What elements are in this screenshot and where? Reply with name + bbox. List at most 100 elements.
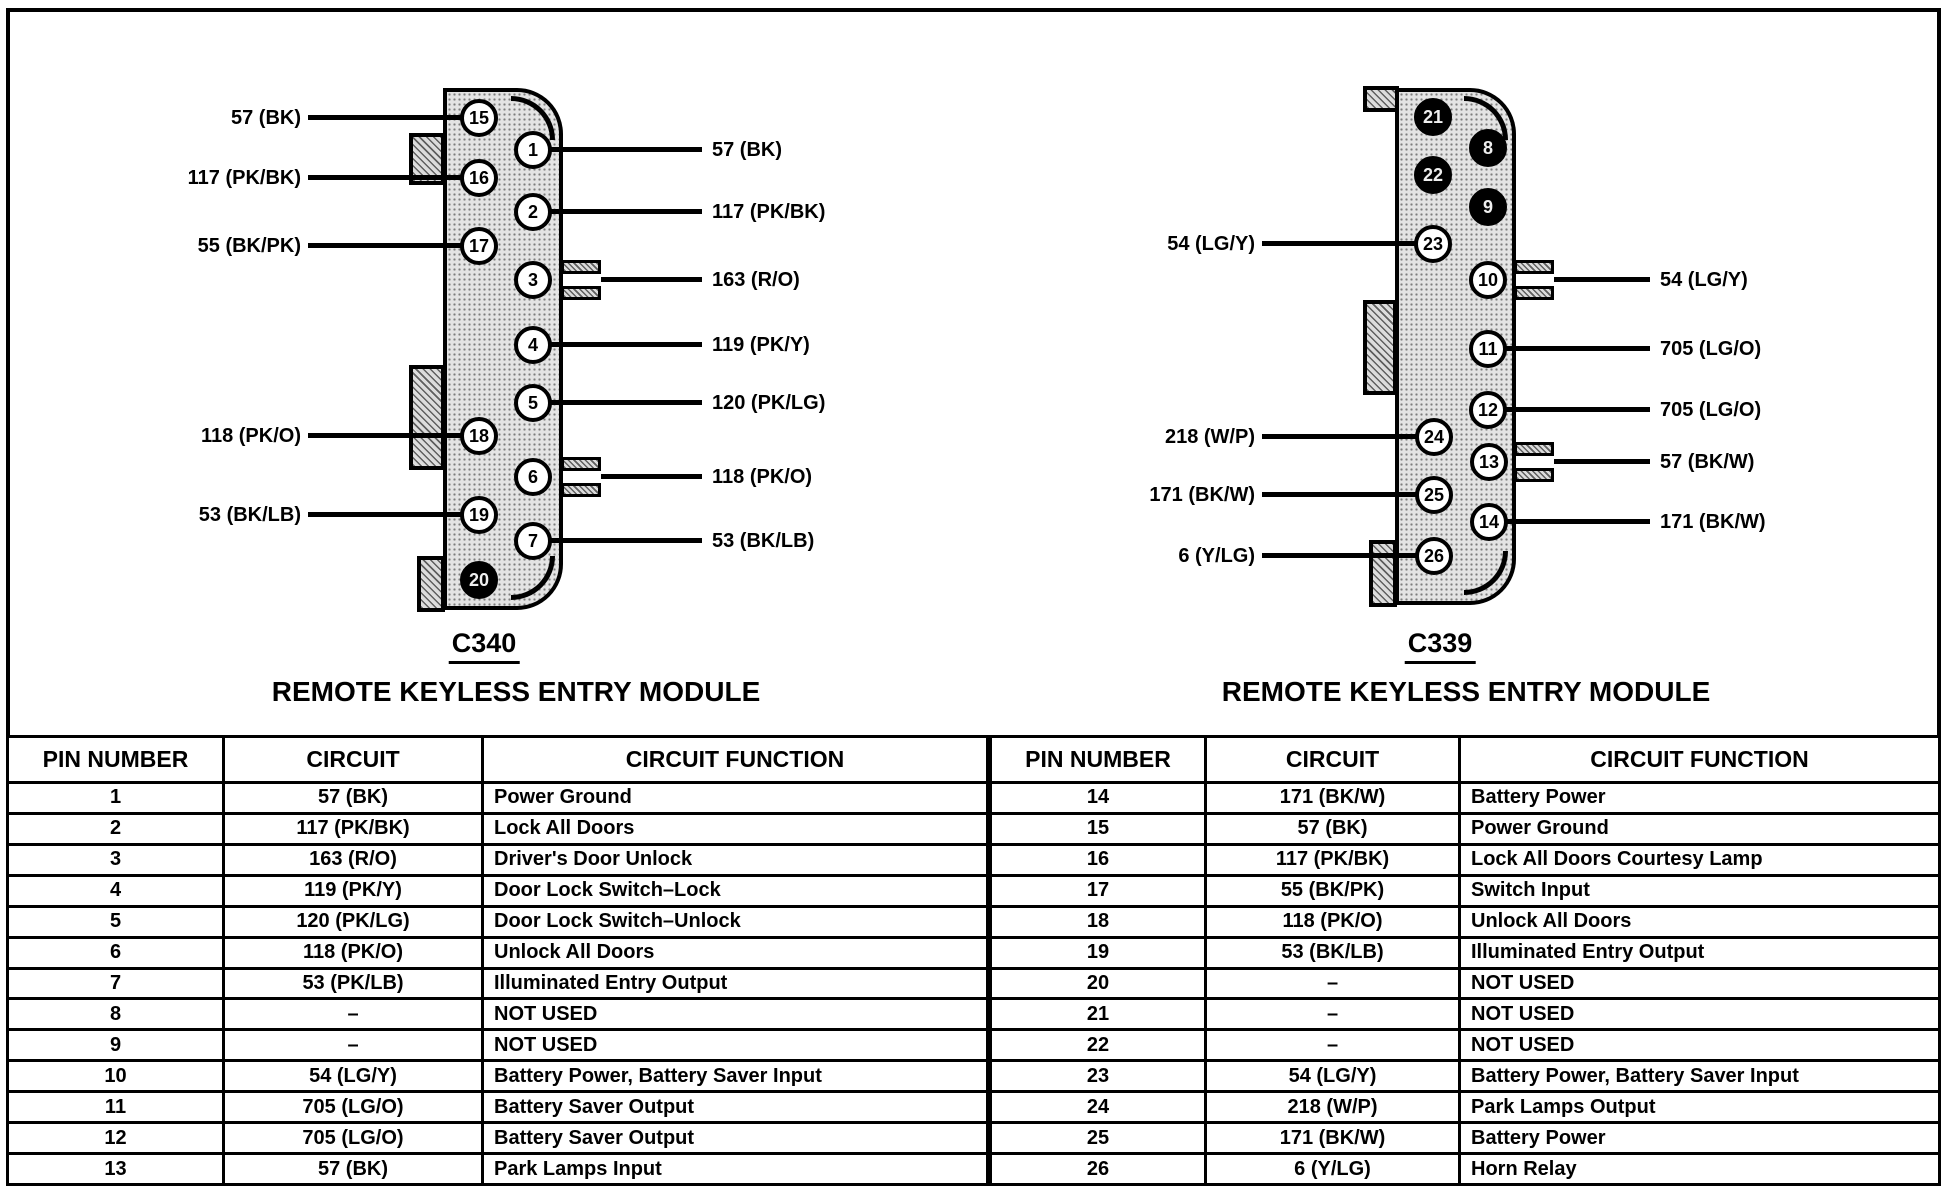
circuit-cell: 705 (LG/O) bbox=[222, 1121, 484, 1156]
circuit-cell: 705 (LG/O) bbox=[222, 1090, 484, 1125]
pin-row: 14 171 (BK/W) Battery Power bbox=[989, 781, 1941, 815]
wire-leader-pin-17 bbox=[308, 243, 461, 248]
circuit-cell: 163 (R/O) bbox=[222, 842, 484, 877]
wire-leader-pin-24 bbox=[1262, 434, 1416, 439]
pin-row: 8– NOT USED bbox=[6, 997, 989, 1032]
circuit-cell: 119 (PK/Y) bbox=[222, 873, 484, 908]
pin-row: 11 705 (LG/O) Battery Saver Output bbox=[6, 1090, 989, 1125]
circuit-cell: 120 (PK/LG) bbox=[222, 904, 484, 939]
pin-22: 22 bbox=[1414, 156, 1452, 194]
circuit-function-cell: Illuminated Entry Output bbox=[1458, 935, 1941, 970]
pin-number-cell: 17 bbox=[989, 873, 1207, 908]
pin-row: 4 119 (PK/Y) Door Lock Switch–Lock bbox=[6, 873, 989, 908]
pin-row: 25 171 (BK/W) Battery Power bbox=[989, 1121, 1941, 1156]
pin-number-cell: 18 bbox=[989, 904, 1207, 939]
circuit-function-cell: Illuminated Entry Output bbox=[481, 966, 989, 1001]
pin-6-terminal-tab bbox=[561, 457, 601, 497]
pin-7: 7 bbox=[514, 522, 552, 560]
circuit-cell: 171 (BK/W) bbox=[1204, 1121, 1461, 1156]
pin-1: 1 bbox=[514, 131, 552, 169]
pin-number-cell: 7 bbox=[6, 966, 225, 1001]
circuit-function-cell: NOT USED bbox=[1458, 997, 1941, 1032]
wire-label-pin-15: 57 (BK) bbox=[230, 107, 301, 129]
pin-14: 14 bbox=[1470, 503, 1508, 541]
circuit-function-cell: Battery Power, Battery Saver Input bbox=[1458, 1059, 1941, 1094]
pin-row: 16 117 (PK/BK) Lock All Doors Courtesy Lam… bbox=[989, 842, 1941, 877]
pin-row: 20– NOT USED bbox=[989, 966, 1941, 1001]
connector-c339-id-text: C339 bbox=[1404, 628, 1476, 664]
wire-leader-pin-16 bbox=[308, 175, 461, 180]
circuit-cell: 54 (LG/Y) bbox=[1204, 1059, 1461, 1094]
pin-21: 21 bbox=[1414, 98, 1452, 136]
pin-row: 18 118 (PK/O) Unlock All Doors bbox=[989, 904, 1941, 939]
pin-10-terminal-tab bbox=[1514, 260, 1554, 300]
pin-row: 3 163 (R/O) Driver's Door Unlock bbox=[6, 842, 989, 877]
column-header: CIRCUIT FUNCTION bbox=[1458, 735, 1941, 784]
pin-number-cell: 14 bbox=[989, 781, 1207, 815]
pin-row: 22– NOT USED bbox=[989, 1028, 1941, 1063]
circuit-cell: 171 (BK/W) bbox=[1204, 781, 1461, 815]
wire-leader-pin-18 bbox=[308, 433, 461, 438]
connector-c339-side-tab bbox=[1369, 540, 1397, 607]
circuit-cell: 118 (PK/O) bbox=[1204, 904, 1461, 939]
circuit-cell: 55 (BK/PK) bbox=[1204, 873, 1461, 908]
pin-15: 15 bbox=[460, 99, 498, 137]
connector-c339-side-tab bbox=[1363, 300, 1397, 395]
pin-2: 2 bbox=[514, 193, 552, 231]
wire-leader-pin-12 bbox=[1506, 407, 1650, 412]
column-header: CIRCUIT FUNCTION bbox=[481, 735, 989, 784]
pin-row: 10 54 (LG/Y) Battery Power, Battery Saver … bbox=[6, 1059, 989, 1094]
pin-number-cell: 6 bbox=[6, 935, 225, 970]
pin-row: 24 218 (W/P) Park Lamps Output bbox=[989, 1090, 1941, 1125]
pin-row: 19 53 (BK/LB) Illuminated Entry Output bbox=[989, 935, 1941, 970]
wire-label-pin-1: 57 (BK) bbox=[712, 139, 783, 161]
circuit-function-cell: Lock All Doors bbox=[481, 811, 989, 846]
pin-24: 24 bbox=[1415, 418, 1453, 456]
header-row: PIN NUMBER CIRCUIT CIRCUIT FUNCTION bbox=[6, 735, 989, 784]
pin-number-cell: 15 bbox=[989, 811, 1207, 846]
pin-number-cell: 11 bbox=[6, 1090, 225, 1125]
circuit-cell: – bbox=[222, 997, 484, 1032]
wire-label-pin-13: 57 (BK/W) bbox=[1660, 451, 1755, 473]
circuit-function-cell: Unlock All Doors bbox=[481, 935, 989, 970]
circuit-cell: – bbox=[1204, 966, 1461, 1001]
connector-c340-id-label: C340 bbox=[448, 628, 520, 664]
pin-row: 9– NOT USED bbox=[6, 1028, 989, 1063]
circuit-function-cell: Power Ground bbox=[1458, 811, 1941, 846]
wire-label-pin-18: 118 (PK/O) bbox=[200, 425, 301, 447]
terminal-tab-bar bbox=[561, 483, 601, 497]
wire-leader-pin-7 bbox=[551, 538, 702, 543]
circuit-function-cell: Unlock All Doors bbox=[1458, 904, 1941, 939]
pin-3: 3 bbox=[514, 261, 552, 299]
pin-19: 19 bbox=[460, 496, 498, 534]
column-header: CIRCUIT bbox=[222, 735, 484, 784]
column-header: PIN NUMBER bbox=[989, 735, 1207, 784]
pin-number-cell: 9 bbox=[6, 1028, 225, 1063]
pin-table-c340: PIN NUMBER CIRCUIT CIRCUIT FUNCTION 1 57 (BK… bbox=[6, 735, 989, 1186]
circuit-cell: 118 (PK/O) bbox=[222, 935, 484, 970]
connector-c340-id-text: C340 bbox=[448, 628, 520, 664]
pin-number-cell: 5 bbox=[6, 904, 225, 939]
wire-label-pin-7: 53 (BK/LB) bbox=[712, 530, 815, 552]
wire-label-pin-11: 705 (LG/O) bbox=[1660, 338, 1762, 360]
wire-label-pin-2: 117 (PK/BK) bbox=[712, 201, 826, 223]
pin-number-cell: 2 bbox=[6, 811, 225, 846]
pin-number-cell: 8 bbox=[6, 997, 225, 1032]
wire-leader-pin-26 bbox=[1262, 553, 1416, 558]
wire-label-pin-26: 6 (Y/LG) bbox=[1178, 545, 1255, 567]
pin-3-terminal-tab bbox=[561, 260, 601, 300]
pin-9: 9 bbox=[1469, 188, 1507, 226]
circuit-cell: 54 (LG/Y) bbox=[222, 1059, 484, 1094]
wire-leader-pin-19 bbox=[308, 512, 461, 517]
column-header: PIN NUMBER bbox=[6, 735, 225, 784]
circuit-cell: 57 (BK) bbox=[222, 781, 484, 815]
wire-leader-pin-5 bbox=[551, 400, 702, 405]
pin-17: 17 bbox=[460, 227, 498, 265]
pin-number-cell: 21 bbox=[989, 997, 1207, 1032]
pin-row: 17 55 (BK/PK) Switch Input bbox=[989, 873, 1941, 908]
connector-c340-side-tab bbox=[417, 556, 445, 612]
wire-leader-pin-23 bbox=[1262, 241, 1415, 246]
pin-row: 12 705 (LG/O) Battery Saver Output bbox=[6, 1121, 989, 1156]
wire-label-pin-12: 705 (LG/O) bbox=[1660, 399, 1762, 421]
circuit-function-cell: Park Lamps Input bbox=[481, 1152, 989, 1186]
